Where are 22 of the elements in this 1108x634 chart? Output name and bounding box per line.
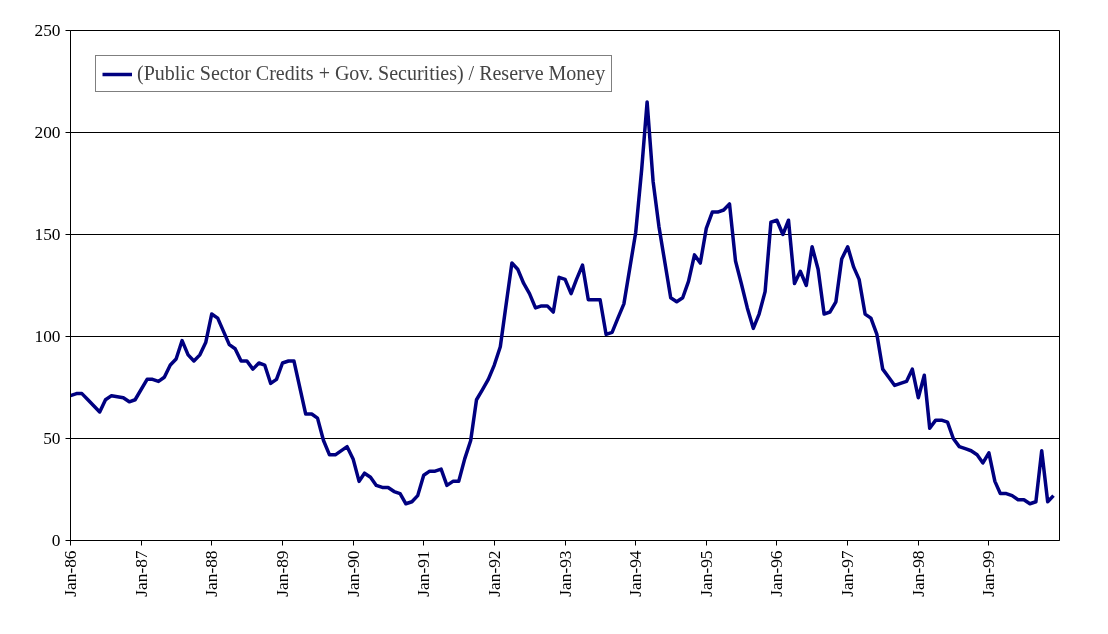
x-tick-label: Jan-87 (131, 550, 151, 597)
x-tick-label: Jan-86 (61, 550, 80, 597)
x-tick-label: Jan-92 (484, 550, 504, 597)
x-tick-label: Jan-89 (273, 550, 292, 597)
x-tick-label: Jan-88 (202, 550, 222, 597)
legend-label: (Public Sector Credits + Gov. Securities) / Reserve Money (137, 62, 606, 85)
y-tick-label: 200 (34, 123, 61, 142)
y-tick-label: 150 (34, 225, 61, 244)
y-tick-label: 0 (51, 531, 61, 550)
x-tick-label: Jan-90 (343, 550, 363, 597)
y-tick-label: 100 (34, 327, 61, 346)
x-tick-label: Jan-95 (696, 550, 716, 597)
x-tick-label: Jan-93 (555, 550, 575, 597)
y-tick-label: 250 (34, 21, 61, 40)
x-tick-label: Jan-99 (979, 550, 999, 597)
line-series (70, 100, 1056, 506)
x-tick-label: Jan-97 (838, 550, 858, 597)
x-tick-label: Jan-91 (414, 550, 434, 597)
x-tick-label: Jan-98 (908, 550, 928, 597)
x-tick-label: Jan-94 (626, 550, 646, 597)
x-tick-label: Jan-96 (767, 550, 787, 597)
y-tick-label: 50 (43, 429, 61, 448)
